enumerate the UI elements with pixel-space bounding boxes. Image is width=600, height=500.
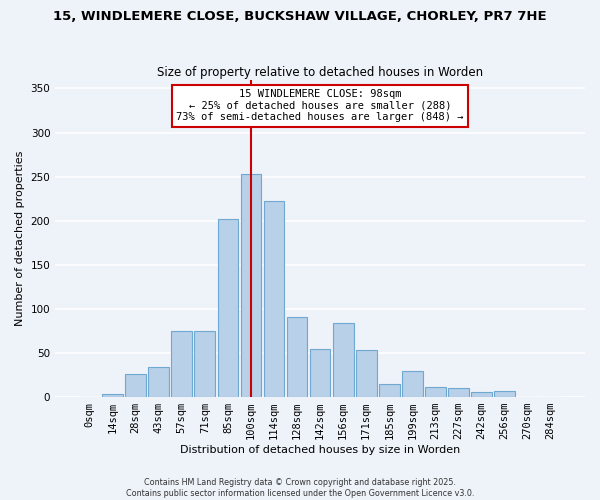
- Bar: [471, 392, 492, 397]
- Bar: [125, 374, 146, 397]
- Y-axis label: Number of detached properties: Number of detached properties: [15, 150, 25, 326]
- Text: Contains HM Land Registry data © Crown copyright and database right 2025.
Contai: Contains HM Land Registry data © Crown c…: [126, 478, 474, 498]
- X-axis label: Distribution of detached houses by size in Worden: Distribution of detached houses by size …: [180, 445, 460, 455]
- Bar: [379, 384, 400, 397]
- Bar: [333, 323, 353, 397]
- Bar: [425, 386, 446, 397]
- Bar: [287, 317, 307, 397]
- Bar: [310, 350, 331, 397]
- Bar: [263, 202, 284, 397]
- Bar: [448, 388, 469, 397]
- Bar: [148, 367, 169, 397]
- Bar: [356, 350, 377, 397]
- Title: Size of property relative to detached houses in Worden: Size of property relative to detached ho…: [157, 66, 483, 78]
- Text: 15, WINDLEMERE CLOSE, BUCKSHAW VILLAGE, CHORLEY, PR7 7HE: 15, WINDLEMERE CLOSE, BUCKSHAW VILLAGE, …: [53, 10, 547, 23]
- Bar: [402, 370, 422, 397]
- Bar: [194, 331, 215, 397]
- Bar: [218, 219, 238, 397]
- Bar: [102, 394, 123, 397]
- Text: 15 WINDLEMERE CLOSE: 98sqm
← 25% of detached houses are smaller (288)
73% of sem: 15 WINDLEMERE CLOSE: 98sqm ← 25% of deta…: [176, 89, 464, 122]
- Bar: [172, 331, 192, 397]
- Bar: [494, 391, 515, 397]
- Bar: [241, 174, 262, 397]
